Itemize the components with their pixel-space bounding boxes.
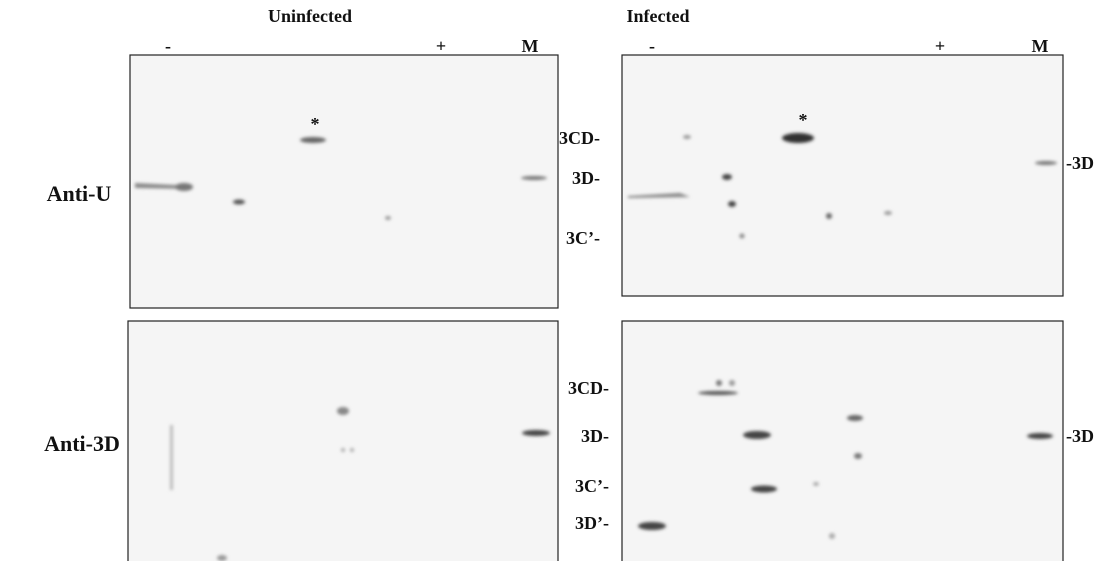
column-label: Infected [627,6,690,26]
protein-label: 3D- [581,426,609,446]
blot-panel [622,55,1063,296]
protein-label: 3D- [572,168,600,188]
ph-marker: - [165,36,171,56]
protein-label: 3D’- [575,513,609,533]
asterisk: * [799,110,808,130]
ph-marker: + [436,36,446,56]
protein-label: -3D [1066,153,1094,173]
protein-label: -3D [1066,426,1094,446]
row-label: Anti-3D [44,431,120,456]
ph-marker: - [649,36,655,56]
protein-label: 3CD- [568,378,609,398]
blot-panel [128,321,558,561]
asterisk: * [311,114,320,134]
blot-panel [622,321,1063,561]
row-label: Anti-U [47,181,112,206]
protein-label: 3C’- [575,476,609,496]
blot-panel [130,55,558,308]
protein-label: 3CD- [559,128,600,148]
ph-marker: + [935,36,945,56]
ph-marker: M [522,36,539,56]
figure: Uninfected Infected - + M - + M [0,0,1106,561]
page: Uninfected Infected - + M - + M [0,0,1106,566]
ph-marker: M [1032,36,1049,56]
column-label: Uninfected [268,6,352,26]
protein-label: 3C’- [566,228,600,248]
